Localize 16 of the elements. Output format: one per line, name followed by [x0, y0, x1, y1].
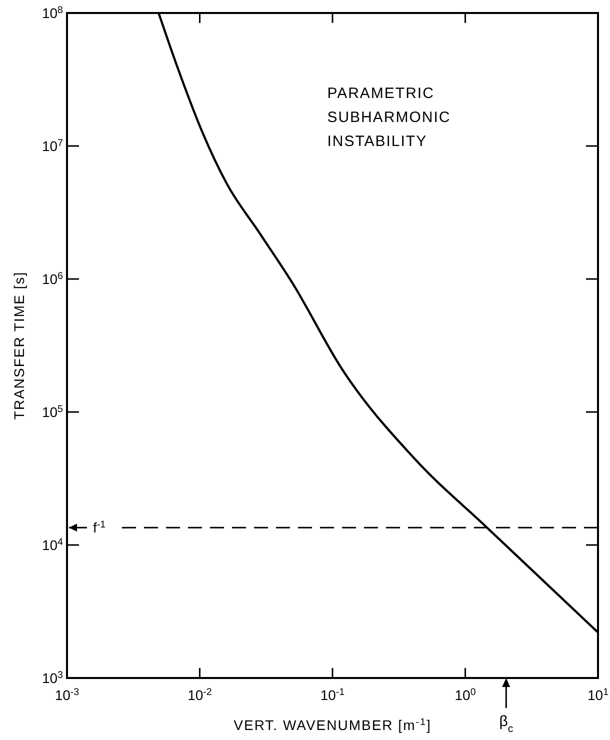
x-tick-label: 10$^{-2}$ — [188, 686, 212, 703]
y-tick-label: 10$^{5}$ — [42, 404, 64, 420]
y-tick-label: 10$^{7}$ — [42, 138, 63, 154]
x-tick-label: 10$^{0}$ — [454, 686, 476, 703]
x-tick-label: 10$^{-1}$ — [320, 686, 345, 703]
x-axis-title: VERT. WAVENUMBER [m$^{-1}$] — [234, 716, 432, 733]
y-tick-label: 10$^{6}$ — [42, 270, 64, 287]
x-tick-label: 10$^{1}$ — [587, 686, 609, 703]
y-tick-label: 10$^{3}$ — [42, 670, 64, 686]
y-axis-title: TRANSFER TIME [s] — [11, 271, 27, 420]
y-tick-label: 10$^{8}$ — [42, 4, 64, 21]
annotation: PARAMETRIC SUBHARMONIC INSTABILITY — [327, 85, 451, 150]
ref-line-label: f$^{-1}$ — [93, 519, 106, 536]
x-tick-label: 10$^{-3}$ — [54, 686, 80, 703]
text: β$_{c}$ — [499, 713, 514, 735]
y-tick-label: 10$^{4}$ — [42, 536, 64, 553]
